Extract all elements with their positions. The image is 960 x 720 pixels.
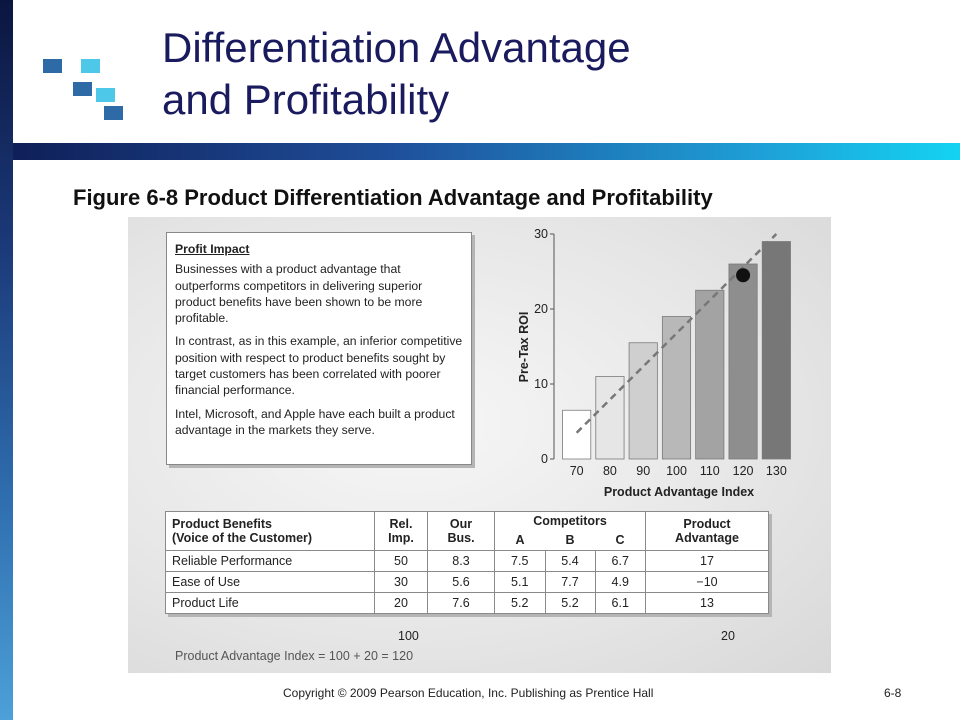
slide-title: Differentiation Advantage and Profitabil… xyxy=(162,24,862,134)
header-benefits-line-2: (Voice of the Customer) xyxy=(172,531,313,545)
x-tick-label: 110 xyxy=(700,464,720,478)
table-row: Reliable Performance 50 8.3 7.5 5.4 6.7 … xyxy=(165,550,769,572)
table-row: Product Life 20 7.6 5.2 5.2 6.1 13 xyxy=(165,592,769,614)
profit-impact-paragraph-1: Businesses with a product advantage that… xyxy=(175,262,423,326)
title-underline-bar xyxy=(13,143,960,160)
copyright-footer: Copyright © 2009 Pearson Education, Inc.… xyxy=(283,686,654,700)
competitor-b-cell: 7.7 xyxy=(544,571,596,593)
header-competitor-c: C xyxy=(595,530,646,551)
header-advantage-line-2: Advantage xyxy=(675,531,739,545)
our-bus-cell: 8.3 xyxy=(427,550,495,572)
title-line-2: and Profitability xyxy=(162,76,450,123)
x-tick-label: 70 xyxy=(570,464,584,478)
header-rel-line-1: Rel. xyxy=(389,517,413,531)
y-tick-label: 0 xyxy=(541,452,548,466)
rel-imp-cell: 50 xyxy=(374,550,428,572)
highlight-point xyxy=(736,268,751,283)
benefit-cell: Reliable Performance xyxy=(165,550,375,572)
profit-impact-heading: Profit Impact xyxy=(175,242,250,256)
bar xyxy=(562,409,592,460)
header-competitor-b: B xyxy=(545,530,595,551)
advantage-index-formula: Product Advantage Index = 100 + 20 = 120 xyxy=(175,649,414,663)
rel-imp-cell: 20 xyxy=(374,592,428,614)
bar xyxy=(628,342,658,460)
bar xyxy=(728,263,758,460)
left-accent-bar xyxy=(0,0,13,720)
competitor-b-cell: 5.2 xyxy=(544,592,596,614)
our-bus-cell: 5.6 xyxy=(427,571,495,593)
header-competitors: Competitors xyxy=(494,511,646,530)
x-tick-label: 100 xyxy=(666,464,687,478)
x-tick-label: 130 xyxy=(766,464,787,478)
advantage-cell: 13 xyxy=(645,592,769,614)
bar xyxy=(661,316,692,460)
competitor-a-cell: 5.2 xyxy=(494,592,546,614)
header-our-line-2: Bus. xyxy=(447,531,475,545)
header-product-advantage: Product Advantage xyxy=(645,511,769,551)
y-tick-label: 10 xyxy=(534,377,548,391)
competitor-a-cell: 5.1 xyxy=(494,571,546,593)
bar xyxy=(761,241,791,460)
competitor-c-cell: 4.9 xyxy=(594,571,646,593)
figure-panel: Profit Impact Businesses with a product … xyxy=(128,217,831,673)
x-tick-label: 120 xyxy=(733,464,754,478)
advantage-total: 20 xyxy=(721,629,735,643)
header-our-line-1: Our xyxy=(449,517,473,531)
competitor-c-cell: 6.7 xyxy=(594,550,646,572)
competitor-a-cell: 7.5 xyxy=(494,550,546,572)
benefit-cell: Product Life xyxy=(165,592,375,614)
rel-imp-total: 100 xyxy=(398,629,419,643)
bar xyxy=(695,289,725,460)
header-product-benefits: Product Benefits (Voice of the Customer) xyxy=(165,511,375,551)
profit-impact-paragraph-3: Intel, Microsoft, and Apple have each bu… xyxy=(175,406,455,437)
our-bus-cell: 7.6 xyxy=(427,592,495,614)
x-axis-label: Product Advantage Index xyxy=(604,485,754,499)
y-axis-label: Pre-Tax ROI xyxy=(517,312,531,383)
roi-bar-chart: Pre-Tax ROI Product Advantage Index 0 10 2… xyxy=(517,227,791,499)
x-tick-label: 80 xyxy=(603,464,617,478)
benefit-cell: Ease of Use xyxy=(165,571,375,593)
competitor-c-cell: 6.1 xyxy=(594,592,646,614)
competitor-b-cell: 5.4 xyxy=(544,550,596,572)
advantage-cell: 17 xyxy=(645,550,769,572)
x-tick-label: 90 xyxy=(636,464,650,478)
rel-imp-cell: 30 xyxy=(374,571,428,593)
trend-line xyxy=(575,233,778,434)
header-rel-imp: Rel. Imp. xyxy=(374,511,428,551)
y-tick-label: 20 xyxy=(534,302,548,316)
header-advantage-line-1: Product xyxy=(683,517,731,531)
header-rel-line-2: Imp. xyxy=(388,531,414,545)
profit-impact-box: Profit Impact Businesses with a product … xyxy=(166,232,472,465)
header-our-bus: Our Bus. xyxy=(427,511,495,551)
header-benefits-line-1: Product Benefits xyxy=(172,517,273,531)
header-competitor-a: A xyxy=(494,530,545,551)
product-benefits-table: Product Benefits (Voice of the Customer)… xyxy=(165,511,769,614)
profit-impact-paragraph-2: In contrast, as in this example, an infe… xyxy=(175,334,463,398)
table-row: Ease of Use 30 5.6 5.1 7.7 4.9 −10 xyxy=(165,571,769,593)
advantage-cell: −10 xyxy=(645,571,769,593)
figure-caption: Figure 6-8 Product Differentiation Advan… xyxy=(73,185,713,210)
y-tick-label: 30 xyxy=(534,227,548,241)
title-line-1: Differentiation Advantage xyxy=(162,24,631,71)
page-number: 6-8 xyxy=(884,686,902,700)
